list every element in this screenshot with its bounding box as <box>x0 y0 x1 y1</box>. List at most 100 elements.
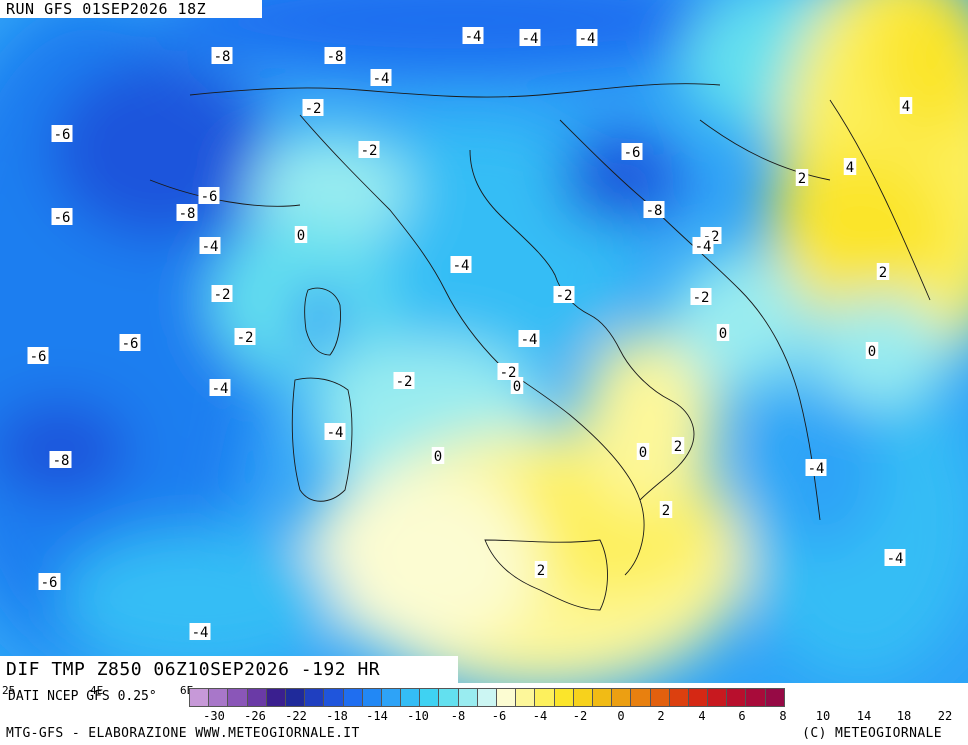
colorbar-cell <box>304 688 325 707</box>
colorbar-cell <box>361 688 382 707</box>
colorbar-tick-label: -26 <box>244 709 266 723</box>
svg-text:-2: -2 <box>214 287 231 303</box>
svg-text:-8: -8 <box>214 49 231 65</box>
svg-text:-6: -6 <box>54 127 71 143</box>
svg-text:-6: -6 <box>122 336 139 352</box>
svg-text:-4: -4 <box>453 258 470 274</box>
contour-label: -2 <box>553 286 575 304</box>
colorbar-cell <box>438 688 459 707</box>
colorbar-cell <box>265 688 286 707</box>
colorbar-cell <box>649 688 670 707</box>
svg-text:-2: -2 <box>556 288 573 304</box>
sardinia-coastline <box>291 377 353 502</box>
contour-label: -4 <box>324 423 346 441</box>
svg-text:-4: -4 <box>695 239 712 255</box>
contour-label: -6 <box>198 187 220 205</box>
colorbar-tick-label: -6 <box>491 709 507 723</box>
colorbar-cell <box>726 688 747 707</box>
colorbar-cell <box>476 688 497 707</box>
contour-label: -2 <box>393 372 415 390</box>
contour-label: -4 <box>576 29 598 47</box>
svg-text:-6: -6 <box>30 349 47 365</box>
svg-text:2: 2 <box>674 439 682 455</box>
contour-label: -4 <box>199 237 221 255</box>
svg-text:-4: -4 <box>579 31 596 47</box>
contour-label: -6 <box>621 143 643 161</box>
svg-text:-6: -6 <box>54 210 71 226</box>
colorbar-tick-label: -22 <box>285 709 307 723</box>
svg-text:-4: -4 <box>465 29 482 45</box>
colorbar-cell <box>457 688 478 707</box>
colorbar-tick-label: 0 <box>617 709 625 723</box>
svg-text:-4: -4 <box>522 31 539 47</box>
contour-label: -4 <box>189 623 211 641</box>
contour-label: -6 <box>38 573 60 591</box>
contour-label: -2 <box>211 285 233 303</box>
svg-text:2: 2 <box>537 563 545 579</box>
svg-text:-6: -6 <box>41 575 58 591</box>
svg-text:2: 2 <box>662 503 670 519</box>
svg-text:-2: -2 <box>396 374 413 390</box>
colorbar-tick-label: 6 <box>738 709 746 723</box>
contour-label: 2 <box>534 561 548 579</box>
contour-label: 4 <box>843 158 857 176</box>
colorbar-cell <box>380 688 402 707</box>
colorbar-tick-labels: -30 -26 -22 -18 -14 -10 -8 -6 -4 -2 0 2 4 6 8 10 14 18 22 <box>0 709 968 723</box>
run-label: RUN GFS 01SEP2026 18Z <box>0 0 262 18</box>
contour-label: -4 <box>370 69 392 87</box>
svg-text:-4: -4 <box>808 461 825 477</box>
svg-text:-4: -4 <box>327 425 344 441</box>
contour-label: -6 <box>119 334 141 352</box>
contour-label: 0 <box>510 377 524 395</box>
footer-credit: MTG-GFS - ELABORAZIONE WWW.METEOGIORNALE… <box>6 726 360 741</box>
contour-label: -8 <box>176 204 198 222</box>
contour-label: -2 <box>302 99 324 117</box>
contour-label: 0 <box>716 324 730 342</box>
colorbar-cell <box>342 688 363 707</box>
svg-text:4: 4 <box>902 99 910 115</box>
svg-text:-4: -4 <box>373 71 390 87</box>
svg-text:0: 0 <box>868 344 876 360</box>
anomaly-field <box>0 0 968 683</box>
colorbar-cell <box>323 688 344 707</box>
contour-label: 2 <box>876 263 890 281</box>
colorbar-tick-label: 8 <box>779 709 787 723</box>
corsica-coastline <box>304 287 341 356</box>
colorbar-tick-label: 10 <box>815 709 831 723</box>
contour-label: -6 <box>27 347 49 365</box>
sicily-coastline <box>484 539 608 611</box>
colorbar-tick-label: 14 <box>856 709 872 723</box>
colorbar-cell <box>284 688 306 707</box>
colorbar-tick-label: -10 <box>407 709 429 723</box>
colorbar-cell <box>745 688 766 707</box>
map-title: DIF TMP Z850 06Z10SEP2026 -192 HR <box>0 656 458 683</box>
contour-label: -6 <box>51 125 73 143</box>
colorbar-cell <box>227 688 248 707</box>
contour-label: 4 <box>899 97 913 115</box>
svg-text:-8: -8 <box>53 453 70 469</box>
colorbar-cell <box>591 688 613 707</box>
colorbar-cell <box>208 688 229 707</box>
contour-label: 2 <box>671 437 685 455</box>
colorbar <box>189 688 785 707</box>
contour-label: -4 <box>805 459 827 477</box>
contour-label: -4 <box>450 256 472 274</box>
svg-text:-8: -8 <box>327 49 344 65</box>
temperature-anomaly-map: -8 -6 -8 -6 -4 -4 -4 -4 -8 -2 -2 -6 -8 -6 -4 -2 -6 -8 -2 -4… <box>0 0 968 683</box>
colorbar-cell <box>515 688 536 707</box>
contour-label: 0 <box>865 342 879 360</box>
colorbar-tick-label: -30 <box>203 709 225 723</box>
colorbar-cell <box>707 688 728 707</box>
colorbar-tick-label: 4 <box>698 709 706 723</box>
contour-label: -2 <box>358 141 380 159</box>
colorbar-cell <box>246 688 267 707</box>
contour-label: -4 <box>692 237 714 255</box>
colorbar-cell <box>419 688 440 707</box>
contour-label: 0 <box>636 443 650 461</box>
contour-label: 2 <box>659 501 673 519</box>
contour-label: -8 <box>643 201 665 219</box>
colorbar-cell <box>764 688 785 707</box>
svg-text:0: 0 <box>434 449 442 465</box>
colorbar-cell <box>189 688 210 707</box>
svg-text:0: 0 <box>297 228 305 244</box>
